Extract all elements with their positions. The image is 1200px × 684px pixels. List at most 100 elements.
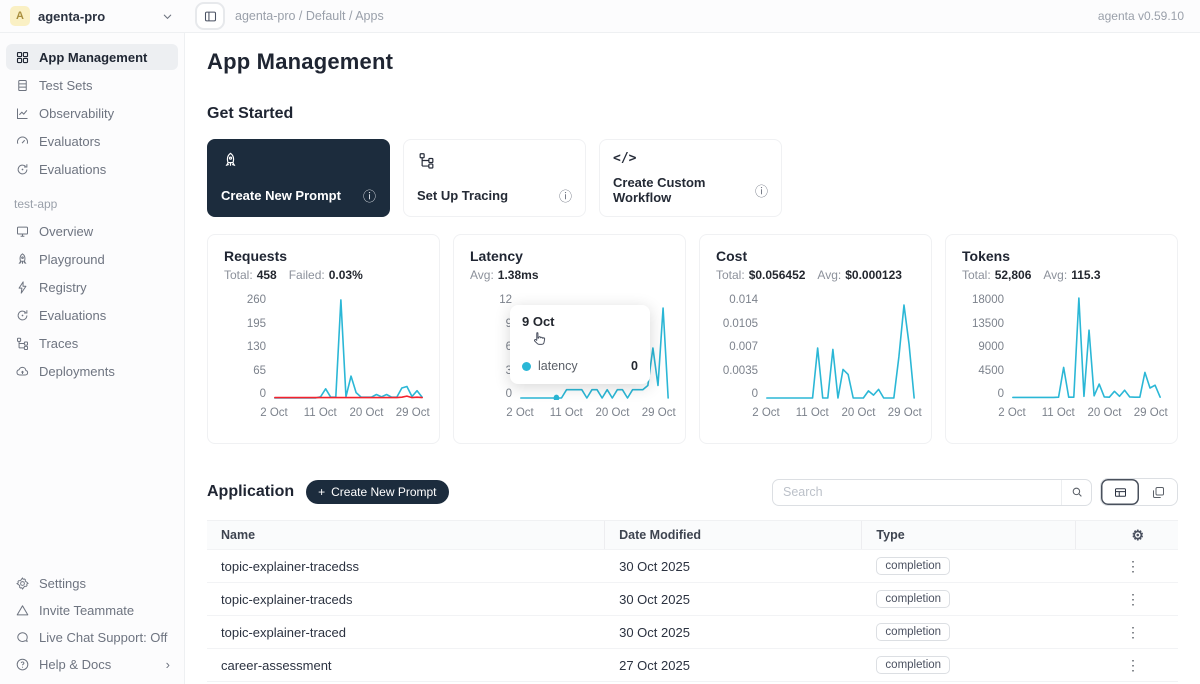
x-axis: 2 Oct11 Oct20 Oct29 Oct [520,407,669,422]
create-new-prompt-card[interactable]: Create New Prompt ⓘ [207,139,390,217]
table-view-button[interactable] [1101,479,1139,505]
card-view-button[interactable] [1139,479,1177,505]
sidebar-item-test-sets[interactable]: Test Sets [6,72,178,98]
agenta-dashboard: A agenta-pro agenta-pro / Default / Apps… [0,0,1200,684]
row-menu-icon[interactable]: ⋮ [1122,657,1144,674]
breadcrumb[interactable]: agenta-pro / Default / Apps [235,9,384,23]
search-icon[interactable] [1061,480,1091,505]
chat-bubble-icon [14,629,30,645]
info-icon[interactable]: ⓘ [755,181,768,200]
table-header-row: Name Date Modified Type ⚙ [207,521,1178,550]
table-row[interactable]: topic-explainer-traced 30 Oct 2025 compl… [207,616,1178,649]
table-icon [14,77,30,93]
y-axis: 1800013500900045000 [962,294,1004,400]
chart-stats: Total:52,806Avg:115.3 [962,268,1161,282]
column-settings-gear-icon[interactable]: ⚙ [1131,527,1144,544]
x-axis: 2 Oct11 Oct20 Oct29 Oct [766,407,915,422]
type-badge: completion [876,656,950,674]
sidebar-item-overview[interactable]: Overview [6,218,178,244]
sidebar-item-evaluations[interactable]: Evaluations [6,156,178,182]
chart-stat: Failed:0.03% [289,268,363,282]
chart-stats: Avg:1.38ms [470,268,669,282]
sidebar-item-registry[interactable]: Registry [6,274,178,300]
app-name: topic-explainer-tracedss [207,559,605,574]
series-dot [522,362,531,371]
sidebar-item-app-management[interactable]: App Management [6,44,178,70]
bolt-icon [14,279,30,295]
top-bar: A agenta-pro agenta-pro / Default / Apps… [0,0,1200,33]
row-menu-icon[interactable]: ⋮ [1122,624,1144,641]
sidebar-item-label: Observability [39,106,114,121]
header-name: Name [207,521,605,549]
tokens-line-chart[interactable] [1012,294,1161,400]
table-row[interactable]: career-assessment 27 Oct 2025 completion… [207,649,1178,682]
sidebar-item-settings[interactable]: Settings [6,570,178,596]
row-menu-icon[interactable]: ⋮ [1122,558,1144,575]
sidebar-item-label: App Management [39,50,147,65]
x-axis: 2 Oct11 Oct20 Oct29 Oct [274,407,423,422]
sidebar-item-label: Help & Docs [39,657,111,672]
create-custom-workflow-card[interactable]: </> Create Custom Workflow ⓘ [599,139,782,217]
sidebar-item-label: Settings [39,576,86,591]
chart-title: Requests [224,248,423,264]
type-badge: completion [876,623,950,641]
y-axis: 129630 [470,294,512,400]
cost-line-chart[interactable] [766,294,915,400]
sidebar: App Management Test Sets Observability E… [0,33,185,684]
sidebar-item-label: Evaluations [39,308,106,323]
sidebar-item-label: Playground [39,252,105,267]
set-up-tracing-card[interactable]: Set Up Tracing ⓘ [403,139,586,217]
card-label: Create New Prompt [221,188,341,203]
sidebar-item-label: Evaluations [39,162,106,177]
info-icon[interactable]: ⓘ [363,186,376,205]
trace-icon [14,335,30,351]
sidebar-item-invite-teammate[interactable]: Invite Teammate [6,597,178,623]
create-new-prompt-button[interactable]: + Create New Prompt [306,480,448,504]
requests-chart-card: Requests Total:458 Failed:0.03% 260195130… [207,234,440,444]
chart-stat: Total:458 [224,268,277,282]
chart-stat: Avg:115.3 [1043,268,1100,282]
sidebar-item-observability[interactable]: Observability [6,100,178,126]
workspace-selector[interactable]: A agenta-pro [0,6,185,26]
app-date-modified: 30 Oct 2025 [605,559,862,574]
row-menu-icon[interactable]: ⋮ [1122,591,1144,608]
chevron-down-icon [162,11,173,22]
sidebar-item-app-evaluations[interactable]: Evaluations [6,302,178,328]
rocket-icon [14,251,30,267]
view-toggle [1100,478,1178,506]
gear-icon [14,575,30,591]
gauge-icon [14,133,30,149]
sidebar-item-help-docs[interactable]: Help & Docs › [6,651,178,677]
y-axis: 260195130650 [224,294,266,400]
table-row[interactable]: topic-explainer-traceds 30 Oct 2025 comp… [207,583,1178,616]
sidebar-footer: Settings Invite Teammate Live Chat Suppo… [0,569,184,684]
sidebar-toggle-button[interactable] [195,2,225,30]
code-icon: </> [613,151,636,171]
search-box [772,479,1092,506]
tooltip-value: 0 [631,359,638,373]
chart-stat: Avg:1.38ms [470,268,539,282]
sidebar-item-evaluators[interactable]: Evaluators [6,128,178,154]
search-input[interactable] [773,485,1061,499]
header-type: Type [862,521,1076,549]
app-version-label: agenta v0.59.10 [1098,9,1184,23]
application-header: Application + Create New Prompt [207,478,1178,506]
sidebar-item-live-chat[interactable]: Live Chat Support: Off [6,624,178,650]
page-title: App Management [207,49,1178,75]
type-badge: completion [876,557,950,575]
requests-line-chart[interactable] [274,294,423,400]
chart-stats: Total:458 Failed:0.03% [224,268,423,282]
info-icon[interactable]: ⓘ [559,186,572,205]
sidebar-item-deployments[interactable]: Deployments [6,358,178,384]
chart-tooltip: 9 Oct latency 0 [510,305,650,384]
sidebar-item-playground[interactable]: Playground [6,246,178,272]
table-row[interactable]: topic-explainer-tracedss 30 Oct 2025 com… [207,550,1178,583]
cost-chart-card: Cost Total:$0.056452Avg:$0.000123 0.0140… [699,234,932,444]
sidebar-item-label: Deployments [39,364,115,379]
sidebar-item-label: Traces [39,336,78,351]
sidebar-item-label: Overview [39,224,93,239]
sidebar-item-traces[interactable]: Traces [6,330,178,356]
workspace-name: agenta-pro [38,9,154,24]
chart-title: Tokens [962,248,1161,264]
sidebar-item-label: Registry [39,280,87,295]
